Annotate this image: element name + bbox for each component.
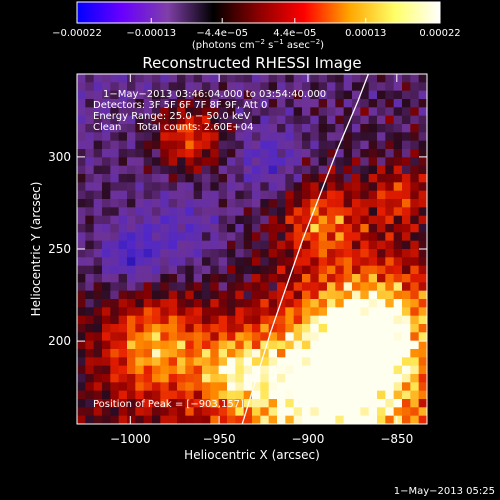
y-tick-label: 200: [48, 334, 71, 348]
colorbar-tick-label: −4.4e−05: [196, 28, 248, 39]
x-tick-label: −1000: [110, 432, 151, 446]
annotation-energy-range: Energy Range: 25.0 − 50.0 keV: [93, 111, 250, 122]
heatmap-image: [77, 74, 427, 424]
colorbar-tick-label: 4.4e−05: [273, 28, 316, 39]
annotation-time-range: 1−May−2013 03:46:04.000 to 03:54:40.000: [103, 89, 326, 100]
x-tick-label: −950: [203, 432, 236, 446]
x-tick-label: −900: [291, 432, 324, 446]
colorbar-ticks: −0.00022 −0.00013 −4.4e−05 4.4e−05 0.00013 0.…: [52, 18, 461, 39]
x-axis-label: Heliocentric X (arcsec): [184, 448, 320, 462]
y-tick-label: 250: [48, 242, 71, 256]
chart-title: Reconstructed RHESSI Image: [142, 54, 361, 72]
y-axis: 200 250 300: [48, 150, 427, 348]
colorbar-units: (photons cm−2 s−1 asec−2): [192, 38, 324, 51]
colorbar-tick-label: 0.00013: [345, 28, 386, 39]
y-tick-label: 300: [48, 150, 71, 164]
x-axis: −1000 −950 −900 −850: [110, 74, 413, 446]
annotation-detectors: Detectors: 3F 5F 6F 7F 8F 9F, Att 0: [93, 100, 267, 111]
footer-timestamp: 1−May−2013 05:25: [394, 486, 495, 497]
colorbar-tick-label: −0.00022: [52, 28, 102, 39]
annotation-method-counts: Clean Total counts: 2.60E+04: [93, 122, 253, 133]
colorbar-tick-label: −0.00013: [126, 28, 176, 39]
colorbar: [76, 1, 441, 24]
annotation-peak-position: Position of Peak = [−903,157]: [93, 399, 244, 410]
colorbar-tick-label: 0.00022: [419, 28, 460, 39]
solar-limb-curve: [241, 74, 369, 424]
y-axis-label: Heliocentric Y (arcsec): [29, 182, 43, 317]
x-tick-label: −850: [380, 432, 413, 446]
